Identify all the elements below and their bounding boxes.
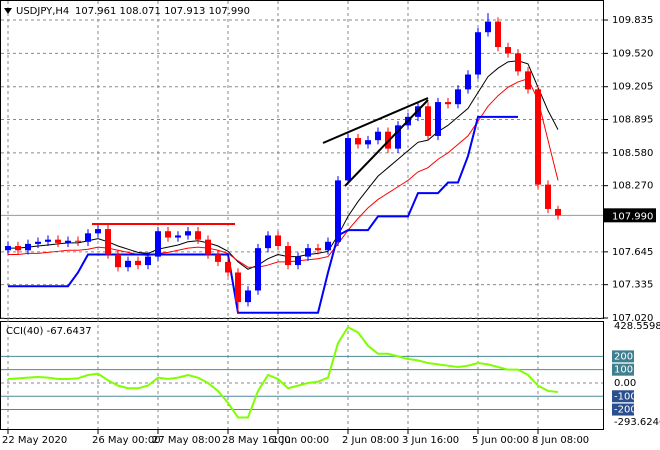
candle-body bbox=[145, 256, 151, 266]
candle-body bbox=[205, 239, 211, 255]
candle-body bbox=[455, 89, 461, 105]
y-tick-label: 107.020 bbox=[612, 313, 653, 324]
candle-body bbox=[175, 235, 181, 238]
candle-body bbox=[25, 243, 31, 251]
y-tick-label: -200 bbox=[614, 405, 637, 416]
candle-body bbox=[425, 106, 431, 136]
trend-line-upper bbox=[322, 97, 429, 144]
candle-body bbox=[55, 239, 61, 243]
candle-body bbox=[305, 248, 311, 257]
candle-body bbox=[185, 231, 191, 236]
last-price-box bbox=[604, 208, 656, 223]
y-tick-label: 107.645 bbox=[612, 247, 653, 258]
candle-body bbox=[35, 241, 41, 244]
level-box bbox=[612, 390, 634, 403]
candle-body bbox=[65, 240, 71, 243]
candle-body bbox=[95, 229, 101, 234]
y-tick-label: -293.6246 bbox=[614, 417, 660, 428]
indicator-line bbox=[8, 60, 559, 270]
trend-line-lower bbox=[344, 99, 429, 187]
candle-body bbox=[15, 246, 21, 251]
y-tick-label: 108.580 bbox=[612, 148, 653, 159]
candle-body bbox=[265, 235, 271, 249]
candle-body bbox=[515, 53, 521, 72]
candle-body bbox=[335, 180, 341, 242]
cci-title: CCI(40) -67.6437 bbox=[6, 326, 92, 337]
y-tick-label: 108.895 bbox=[612, 115, 653, 126]
candle-body bbox=[485, 21, 491, 33]
candle-body bbox=[445, 102, 451, 105]
last-price-label: 107.990 bbox=[612, 211, 653, 222]
candle-body bbox=[555, 208, 561, 216]
x-tick-label: 5 Jun 00:00 bbox=[472, 435, 529, 446]
candle-body bbox=[495, 21, 501, 48]
candle-body bbox=[235, 272, 241, 303]
x-tick-label: 26 May 00:00 bbox=[92, 435, 161, 446]
candle-body bbox=[295, 256, 301, 266]
candle-body bbox=[225, 261, 231, 273]
candle-body bbox=[345, 138, 351, 181]
candle-body bbox=[545, 184, 551, 209]
candle-body bbox=[375, 131, 381, 141]
candle-body bbox=[275, 235, 281, 247]
y-tick-label: -100 bbox=[614, 391, 637, 402]
x-tick-label: 1 Jun 00:00 bbox=[272, 435, 329, 446]
x-tick-label: 3 Jun 16:00 bbox=[402, 435, 459, 446]
indicator-line bbox=[8, 78, 559, 268]
cci-frame bbox=[0, 321, 604, 430]
candle-body bbox=[135, 260, 141, 266]
candle-body bbox=[505, 47, 511, 54]
indicator-line bbox=[8, 115, 518, 314]
candle-body bbox=[395, 125, 401, 149]
level-box bbox=[612, 350, 634, 363]
candle-body bbox=[155, 231, 161, 257]
y-tick-label: 109.835 bbox=[612, 15, 653, 26]
candle-body bbox=[315, 248, 321, 251]
y-tick-label: 200 bbox=[614, 351, 633, 362]
candle-body bbox=[125, 260, 131, 268]
level-box bbox=[612, 403, 634, 416]
candle-body bbox=[195, 231, 201, 240]
candle-body bbox=[245, 290, 251, 303]
x-tick-label: 28 May 16:00 bbox=[222, 435, 291, 446]
candle-body bbox=[165, 231, 171, 238]
x-tick-label: 8 Jun 08:00 bbox=[532, 435, 589, 446]
y-tick-label: 108.270 bbox=[612, 181, 653, 192]
candle-body bbox=[105, 229, 111, 255]
candle-body bbox=[115, 254, 121, 268]
y-tick-label: 100 bbox=[614, 365, 633, 376]
y-tick-label: 0.00 bbox=[614, 378, 636, 389]
x-tick-label: 22 May 2020 bbox=[2, 435, 67, 446]
x-tick-label: 2 Jun 08:00 bbox=[342, 435, 399, 446]
candle-body bbox=[285, 246, 291, 266]
level-box bbox=[612, 363, 634, 376]
candle-body bbox=[215, 254, 221, 262]
candle-body bbox=[435, 102, 441, 136]
candle-body bbox=[255, 248, 261, 291]
candle-body bbox=[355, 138, 361, 145]
y-tick-label: 428.5598 bbox=[614, 321, 660, 332]
x-tick-label: 27 May 08:00 bbox=[152, 435, 221, 446]
candle-body bbox=[465, 74, 471, 90]
ohlc-readout: 107.961 108.071 107.913 107.990 bbox=[75, 6, 250, 17]
candle-body bbox=[85, 233, 91, 242]
y-tick-label: 109.205 bbox=[612, 82, 653, 93]
cci-line bbox=[7, 325, 559, 419]
y-tick-label: 109.520 bbox=[612, 48, 653, 59]
candle-body bbox=[535, 89, 541, 185]
candle-body bbox=[365, 140, 371, 145]
candle-body bbox=[75, 240, 81, 242]
grid-layer bbox=[1, 1, 603, 429]
candle-body bbox=[475, 32, 481, 75]
chart-title: USDJPY,H4 bbox=[16, 6, 69, 17]
candle-body bbox=[325, 241, 331, 251]
y-tick-label: 107.335 bbox=[612, 280, 653, 291]
candle-body bbox=[45, 239, 51, 242]
candle-body bbox=[5, 246, 11, 251]
candle-body bbox=[525, 71, 531, 90]
collapse-icon[interactable] bbox=[4, 8, 12, 14]
